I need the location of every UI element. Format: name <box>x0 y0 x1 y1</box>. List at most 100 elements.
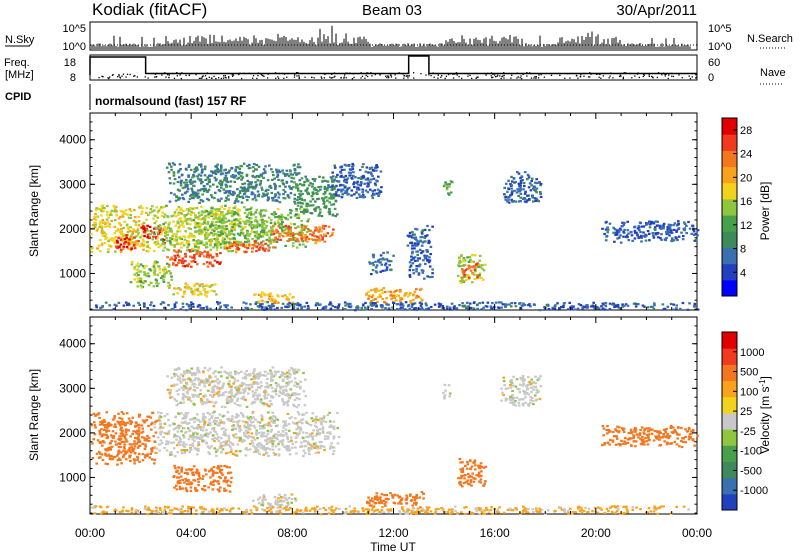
data-cell <box>291 442 295 445</box>
data-cell <box>324 196 327 199</box>
data-cell <box>205 261 209 264</box>
data-cell <box>179 237 182 240</box>
data-cell <box>125 234 128 237</box>
nave-point <box>637 72 639 74</box>
data-cell <box>205 234 209 237</box>
nave-point <box>333 72 336 74</box>
data-cell <box>332 187 335 190</box>
data-cell <box>227 219 231 222</box>
data-cell <box>187 235 191 238</box>
data-cell <box>672 308 675 311</box>
data-cell <box>123 242 126 245</box>
data-cell <box>302 184 306 187</box>
data-cell <box>119 224 123 227</box>
data-cell <box>240 178 243 181</box>
data-cell <box>219 261 222 264</box>
nave-point <box>101 75 103 77</box>
data-cell <box>239 217 242 220</box>
data-cell <box>195 206 199 209</box>
data-cell <box>508 303 511 306</box>
data-cell <box>207 175 211 178</box>
data-cell <box>581 307 584 310</box>
data-cell <box>642 225 646 228</box>
data-cell <box>216 217 220 220</box>
data-cell <box>247 183 250 186</box>
data-cell <box>138 245 142 248</box>
data-cell <box>319 234 322 237</box>
data-cell <box>262 445 266 448</box>
data-cell <box>244 190 247 193</box>
data-cell <box>420 251 423 255</box>
data-cell <box>127 227 130 231</box>
data-cell <box>355 182 358 185</box>
data-cell <box>158 414 162 417</box>
data-cell <box>113 455 117 459</box>
data-cell <box>426 224 429 228</box>
data-cell <box>222 188 226 191</box>
data-cell <box>261 291 264 294</box>
data-cell <box>415 265 418 268</box>
data-cell <box>445 305 449 308</box>
data-cell <box>256 194 260 197</box>
data-cell <box>219 252 222 255</box>
data-cell <box>296 233 300 236</box>
data-cell <box>373 182 377 185</box>
data-cell <box>653 302 656 305</box>
data-cell <box>452 306 456 309</box>
data-cell <box>149 416 152 419</box>
data-cell <box>531 196 534 199</box>
data-cell <box>164 268 167 271</box>
data-cell <box>265 231 268 234</box>
data-cell <box>210 415 214 418</box>
data-cell <box>189 287 193 290</box>
nave-point <box>256 77 258 80</box>
data-cell <box>523 192 527 195</box>
data-cell <box>282 193 285 196</box>
data-cell <box>261 188 264 191</box>
data-cell <box>369 181 372 184</box>
data-cell <box>165 449 169 452</box>
data-cell <box>366 191 370 194</box>
nave-point <box>349 72 351 74</box>
data-cell <box>213 437 217 440</box>
data-cell <box>234 433 238 436</box>
data-cell <box>168 239 172 242</box>
data-cell <box>246 238 249 241</box>
data-cell <box>184 252 187 255</box>
nave-point <box>360 77 362 79</box>
nave-point <box>111 74 114 76</box>
data-cell <box>533 197 537 200</box>
data-cell <box>313 235 317 238</box>
data-cell <box>146 224 149 227</box>
nave-point <box>304 76 306 78</box>
data-cell <box>109 211 112 214</box>
data-cell <box>323 240 327 243</box>
nave-point <box>597 73 599 75</box>
data-cell <box>197 449 200 452</box>
data-cell <box>375 169 378 172</box>
data-cell <box>255 301 258 304</box>
data-cell <box>419 236 422 239</box>
data-cell <box>357 193 361 196</box>
data-cell <box>418 257 422 260</box>
data-cell <box>242 243 245 246</box>
data-cell <box>289 230 292 233</box>
data-cell <box>143 303 146 306</box>
data-cell <box>277 448 281 451</box>
data-cell <box>271 300 275 303</box>
data-cell <box>260 222 264 225</box>
nave-point <box>343 76 345 78</box>
data-cell <box>104 448 107 451</box>
nave-point <box>688 75 690 77</box>
data-cell <box>245 208 248 211</box>
data-cell <box>216 244 219 247</box>
data-cell <box>216 167 219 170</box>
nave-point <box>559 74 561 76</box>
data-cell <box>365 166 369 169</box>
data-cell <box>294 446 297 449</box>
data-cell <box>211 224 215 227</box>
data-cell <box>248 448 252 451</box>
data-cell <box>218 216 221 219</box>
data-cell <box>214 172 218 176</box>
freq-tick-bottom: 8 <box>70 72 76 84</box>
